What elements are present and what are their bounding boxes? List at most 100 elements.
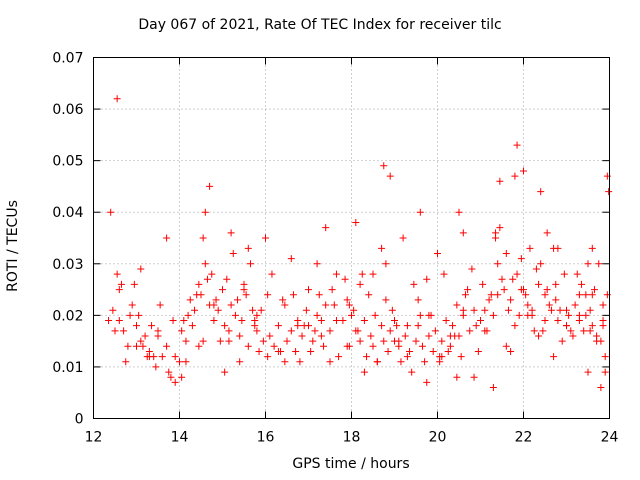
data-point xyxy=(520,167,527,175)
y-tick-label: 0.02 xyxy=(52,308,83,324)
data-point xyxy=(367,332,375,340)
data-point xyxy=(601,368,609,376)
data-point xyxy=(569,332,577,340)
data-point xyxy=(378,244,386,252)
data-point xyxy=(414,296,422,304)
data-point xyxy=(543,286,551,294)
data-point xyxy=(191,306,199,314)
data-point xyxy=(313,260,321,268)
data-point xyxy=(403,353,411,361)
data-point xyxy=(494,291,502,299)
data-point xyxy=(246,260,254,268)
data-point xyxy=(210,317,218,325)
data-point xyxy=(532,265,540,273)
data-point xyxy=(504,306,512,314)
data-point xyxy=(408,368,416,376)
data-point xyxy=(496,224,504,232)
data-point xyxy=(356,280,364,288)
data-point xyxy=(165,368,173,376)
data-point xyxy=(455,208,463,216)
data-point xyxy=(236,332,244,340)
data-point xyxy=(133,322,140,330)
data-point xyxy=(593,337,601,345)
data-point xyxy=(489,311,497,319)
data-point xyxy=(470,373,478,381)
data-point xyxy=(537,260,545,268)
data-point xyxy=(128,301,136,309)
data-point xyxy=(436,358,444,366)
data-point xyxy=(259,337,267,345)
data-point xyxy=(459,306,467,314)
data-point xyxy=(535,280,543,288)
data-point xyxy=(511,172,519,180)
data-point xyxy=(281,301,289,309)
data-point xyxy=(496,177,504,185)
data-point xyxy=(223,275,231,283)
y-tick-label: 0.05 xyxy=(52,154,83,170)
x-tick-label: 22 xyxy=(515,430,533,446)
data-point xyxy=(440,270,448,278)
data-point xyxy=(186,296,194,304)
data-point xyxy=(180,317,188,325)
data-point xyxy=(459,229,467,237)
data-point xyxy=(410,280,418,288)
data-point xyxy=(137,337,145,345)
data-point xyxy=(296,358,304,366)
data-point xyxy=(262,234,269,242)
data-point xyxy=(382,260,390,268)
data-point xyxy=(423,378,431,386)
data-point xyxy=(221,322,229,330)
data-point xyxy=(163,342,171,350)
data-point xyxy=(597,384,605,392)
data-point xyxy=(369,342,377,350)
data-point xyxy=(541,291,549,299)
data-point xyxy=(386,327,394,335)
data-point xyxy=(139,342,147,350)
data-point xyxy=(309,337,317,345)
data-point xyxy=(418,342,426,350)
data-point xyxy=(332,317,340,325)
data-point xyxy=(446,332,454,340)
data-point xyxy=(317,332,325,340)
data-point xyxy=(378,322,386,330)
data-point xyxy=(382,296,390,304)
data-point xyxy=(477,317,484,325)
data-point xyxy=(431,327,439,335)
data-point xyxy=(231,311,239,319)
data-point xyxy=(199,337,207,345)
data-point xyxy=(442,317,450,325)
data-point xyxy=(352,219,360,227)
data-point xyxy=(599,301,607,309)
data-point xyxy=(464,286,472,294)
data-point xyxy=(326,358,334,366)
data-point xyxy=(543,229,551,237)
x-tick-label: 16 xyxy=(257,430,275,446)
data-point xyxy=(315,291,323,299)
data-point xyxy=(371,311,379,319)
data-point xyxy=(221,368,229,376)
data-point xyxy=(494,260,502,268)
y-tick-label: 0.01 xyxy=(52,360,83,376)
data-point xyxy=(343,296,351,304)
data-point xyxy=(586,306,594,314)
data-point xyxy=(115,286,123,294)
data-point xyxy=(199,234,207,242)
data-point xyxy=(558,337,566,345)
data-point xyxy=(178,327,186,335)
data-point xyxy=(255,347,263,355)
data-point xyxy=(406,347,414,355)
data-point xyxy=(414,322,422,330)
data-point xyxy=(537,188,545,196)
data-point xyxy=(219,286,226,294)
data-point xyxy=(358,270,366,278)
data-point xyxy=(317,317,325,325)
data-point xyxy=(298,332,306,340)
data-point xyxy=(274,347,282,355)
data-point xyxy=(137,265,145,273)
data-point xyxy=(120,327,128,335)
data-point xyxy=(468,265,476,273)
data-point xyxy=(513,141,521,149)
data-point xyxy=(169,317,177,325)
axis-ticks: 12 14 16 18 20 22 24 0 0.01 0.02 0.03 0.04 0.05 0.06 0… xyxy=(52,51,618,446)
